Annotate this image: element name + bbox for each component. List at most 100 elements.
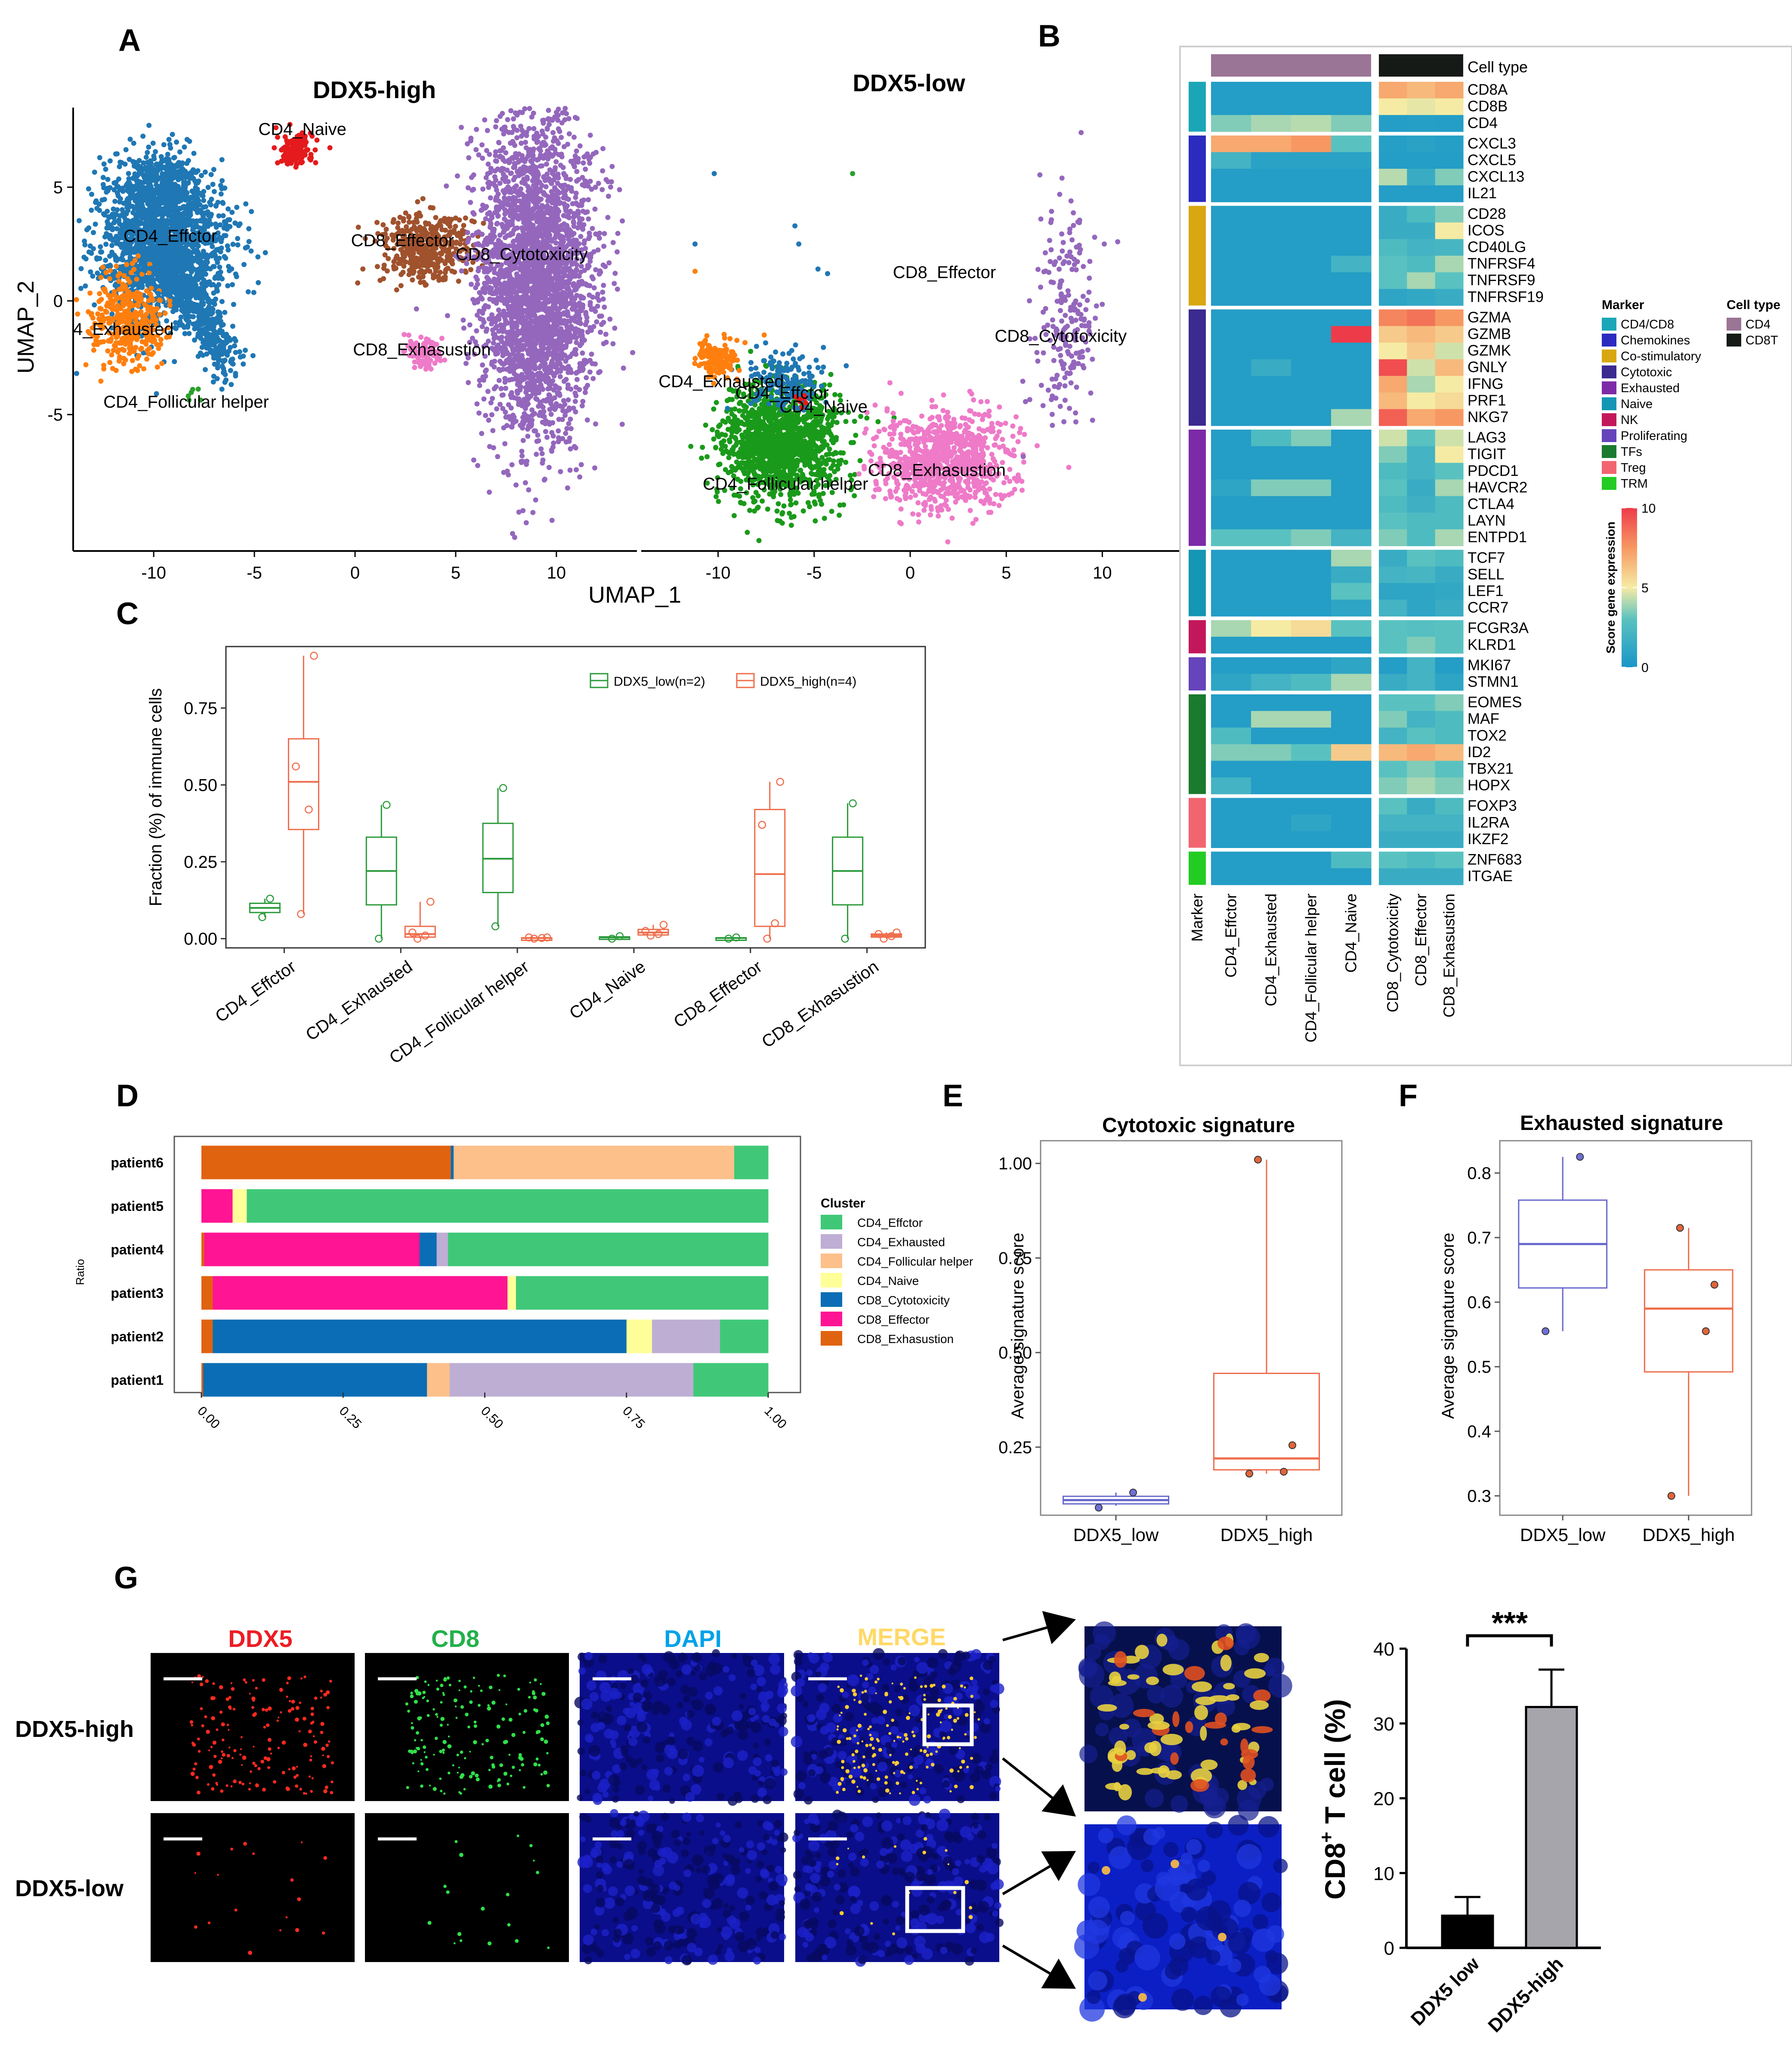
- panel-letter-e: E: [942, 1079, 963, 1113]
- umap-point: [83, 256, 89, 262]
- umap-point: [525, 188, 531, 194]
- umap-point: [493, 291, 499, 296]
- umap-point: [520, 415, 526, 420]
- umap-point: [284, 157, 290, 163]
- umap-point: [162, 310, 168, 316]
- umap-point: [510, 239, 516, 245]
- umap-point: [294, 134, 300, 139]
- umap-point: [460, 317, 466, 323]
- umap-point: [146, 123, 152, 128]
- umap-point: [203, 271, 208, 277]
- umap-point: [129, 369, 135, 374]
- umap-point: [157, 297, 162, 303]
- umap-point: [112, 219, 117, 225]
- umap-point: [519, 453, 525, 458]
- umap-point: [76, 218, 82, 223]
- umap-point: [581, 160, 586, 166]
- umap-point: [117, 295, 123, 300]
- umap-point: [381, 263, 387, 268]
- umap-point: [167, 298, 173, 303]
- umap-point: [479, 324, 485, 329]
- umap-point: [112, 269, 117, 274]
- umap-point: [124, 204, 130, 210]
- umap-point: [235, 236, 241, 241]
- umap-point: [539, 384, 544, 390]
- umap-point: [483, 413, 488, 418]
- umap-point: [83, 283, 88, 289]
- umap-point: [130, 358, 135, 363]
- umap-point: [572, 319, 578, 324]
- umap-point: [557, 129, 562, 134]
- umap-point: [74, 297, 79, 303]
- umap-point: [549, 517, 555, 523]
- umap-point: [284, 138, 290, 143]
- umap-point: [120, 300, 126, 306]
- umap-point: [134, 276, 139, 282]
- umap-point: [97, 340, 102, 345]
- umap-point: [141, 254, 146, 259]
- umap-point: [534, 139, 540, 145]
- umap-point: [505, 117, 510, 122]
- umap-point: [132, 346, 137, 352]
- umap-point: [600, 296, 606, 302]
- umap-point: [415, 199, 420, 204]
- umap-point: [91, 342, 97, 347]
- umap-point: [243, 245, 248, 251]
- umap-point: [442, 274, 448, 280]
- umap-point: [515, 390, 520, 396]
- umap-point: [491, 276, 497, 282]
- umap-point: [309, 133, 315, 139]
- umap-point: [471, 219, 477, 225]
- umap-point: [144, 356, 150, 362]
- umap-point: [109, 298, 114, 303]
- umap-point: [148, 285, 154, 291]
- umap-point: [433, 215, 439, 220]
- umap-point: [355, 280, 361, 286]
- umap-point: [525, 401, 531, 407]
- umap-point: [139, 296, 144, 301]
- umap-point: [606, 260, 612, 266]
- umap-point: [395, 220, 401, 226]
- umap-point: [143, 155, 149, 160]
- umap-point: [150, 350, 156, 356]
- umap-point: [584, 375, 589, 381]
- umap-point: [398, 283, 404, 288]
- umap-point: [445, 313, 450, 319]
- umap-point: [297, 149, 303, 155]
- umap-point: [592, 465, 597, 470]
- umap-point: [91, 230, 96, 235]
- umap-point: [485, 269, 490, 275]
- umap-point: [572, 134, 577, 140]
- umap-point: [287, 122, 293, 127]
- umap-point: [543, 429, 548, 434]
- umap-point: [529, 407, 535, 413]
- umap-point: [406, 272, 412, 277]
- umap-point: [111, 206, 116, 212]
- umap-point: [557, 374, 563, 379]
- umap-point: [248, 248, 254, 254]
- umap-point: [164, 318, 170, 324]
- umap-point: [420, 196, 426, 201]
- umap-point: [146, 346, 152, 351]
- umap-point: [598, 329, 603, 335]
- umap-point: [408, 258, 414, 263]
- umap-point: [600, 289, 606, 295]
- umap-point: [380, 222, 386, 228]
- umap-point: [282, 134, 288, 139]
- umap-point: [485, 389, 491, 394]
- umap-point: [126, 312, 131, 318]
- umap-point: [133, 282, 139, 287]
- umap-point: [483, 216, 488, 222]
- umap-point: [125, 276, 130, 282]
- umap-point: [578, 462, 584, 467]
- umap-point: [151, 277, 156, 282]
- umap-point: [502, 207, 508, 213]
- umap-point: [225, 283, 231, 288]
- umap-point: [101, 362, 107, 368]
- umap-point: [216, 247, 221, 252]
- umap-point: [461, 223, 467, 228]
- umap-point: [97, 256, 102, 261]
- umap-point: [490, 327, 495, 333]
- umap-point: [140, 133, 146, 139]
- umap-point: [452, 269, 457, 275]
